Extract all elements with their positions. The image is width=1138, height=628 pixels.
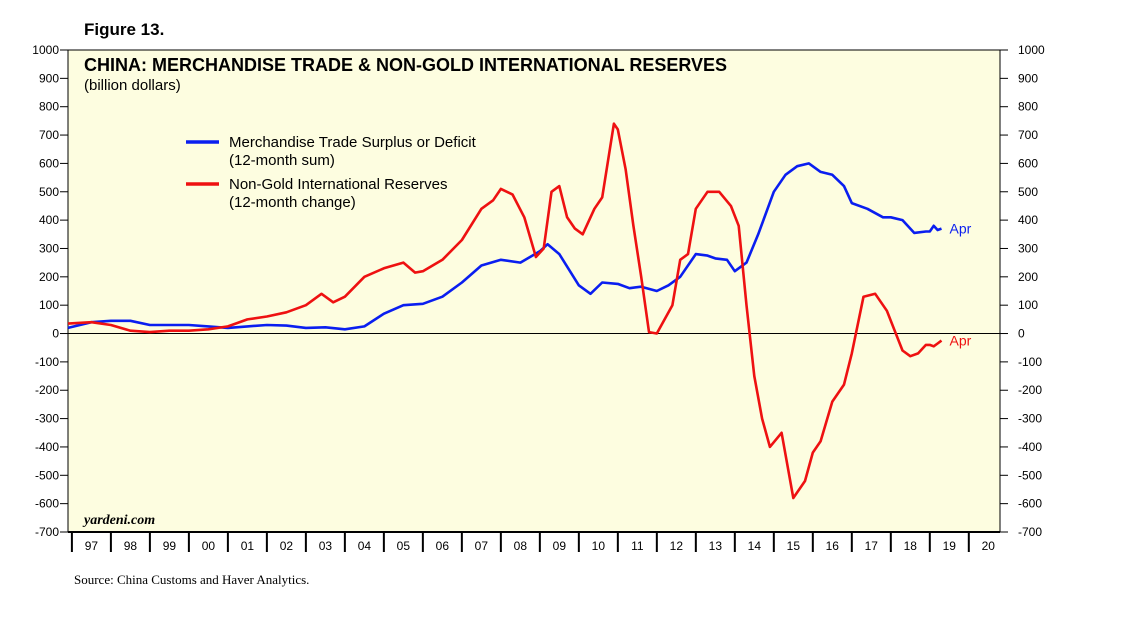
y-tick-label-right: 100 xyxy=(1018,298,1038,312)
x-tick-label: 14 xyxy=(748,539,762,553)
legend-sublabel: (12-month sum) xyxy=(229,152,335,169)
x-tick-label: 17 xyxy=(865,539,879,553)
series-line-trade xyxy=(67,162,942,331)
x-tick-label: 16 xyxy=(826,539,840,553)
y-tick-label-left: 0 xyxy=(52,327,59,341)
y-tick-label-right: -200 xyxy=(1018,383,1042,397)
y-tick-label-left: 1000 xyxy=(32,43,59,57)
y-tick-label-right: 400 xyxy=(1018,213,1038,227)
x-tick-label: 03 xyxy=(319,539,333,553)
x-tick-label: 97 xyxy=(85,539,99,553)
y-tick-label-right: -100 xyxy=(1018,355,1042,369)
x-tick-label: 05 xyxy=(397,539,411,553)
source-note: Source: China Customs and Haver Analytic… xyxy=(74,572,310,587)
y-tick-label-left: 700 xyxy=(39,128,59,142)
series-line-reserves xyxy=(67,122,943,500)
x-tick-label: 10 xyxy=(592,539,606,553)
x-tick-label: 06 xyxy=(436,539,450,553)
x-tick-label: 13 xyxy=(709,539,723,553)
y-tick-label-left: 600 xyxy=(39,156,59,170)
figure-label: Figure 13. xyxy=(84,20,165,39)
y-tick-label-right: 200 xyxy=(1018,270,1038,284)
end-label: Apr xyxy=(950,221,972,237)
y-tick-label-left: -700 xyxy=(35,525,59,539)
x-tick-label: 09 xyxy=(553,539,567,553)
y-tick-label-right: 0 xyxy=(1018,327,1025,341)
y-tick-label-left: 800 xyxy=(39,100,59,114)
y-tick-label-left: 100 xyxy=(39,298,59,312)
y-tick-label-right: 700 xyxy=(1018,128,1038,142)
end-label: Apr xyxy=(950,333,972,349)
x-tick-label: 12 xyxy=(670,539,684,553)
y-tick-label-right: 900 xyxy=(1018,71,1038,85)
y-tick-label-right: 500 xyxy=(1018,185,1038,199)
x-tick-label: 11 xyxy=(631,539,644,553)
legend-label: Merchandise Trade Surplus or Deficit xyxy=(229,134,477,151)
x-tick-label: 18 xyxy=(904,539,918,553)
y-tick-label-left: 900 xyxy=(39,71,59,85)
plot-area xyxy=(67,49,1001,533)
y-tick-label-right: 800 xyxy=(1018,100,1038,114)
y-tick-label-left: -300 xyxy=(35,412,59,426)
y-tick-label-right: -300 xyxy=(1018,412,1042,426)
legend-sublabel: (12-month change) xyxy=(229,194,356,211)
y-tick-label-left: 400 xyxy=(39,213,59,227)
y-tick-label-right: 300 xyxy=(1018,241,1038,255)
y-tick-label-left: -600 xyxy=(35,497,59,511)
y-tick-label-left: 200 xyxy=(39,270,59,284)
x-tick-label: 02 xyxy=(280,539,294,553)
x-tick-label: 04 xyxy=(358,539,372,553)
x-tick-label: 07 xyxy=(475,539,489,553)
y-tick-label-right: 600 xyxy=(1018,156,1038,170)
x-tick-label: 98 xyxy=(124,539,138,553)
y-tick-label-left: 500 xyxy=(39,185,59,199)
y-tick-label-left: -100 xyxy=(35,355,59,369)
y-tick-label-left: -400 xyxy=(35,440,59,454)
chart-title: CHINA: MERCHANDISE TRADE & NON-GOLD INTE… xyxy=(84,55,727,75)
x-tick-label: 08 xyxy=(514,539,528,553)
y-tick-label-left: -200 xyxy=(35,383,59,397)
y-tick-label-right: -500 xyxy=(1018,468,1042,482)
x-tick-label: 15 xyxy=(787,539,801,553)
y-tick-label-right: -600 xyxy=(1018,497,1042,511)
y-tick-label-left: -500 xyxy=(35,468,59,482)
chart-subtitle: (billion dollars) xyxy=(84,77,181,94)
x-tick-label: 19 xyxy=(943,539,957,553)
y-tick-label-right: -400 xyxy=(1018,440,1042,454)
x-tick-label: 99 xyxy=(163,539,177,553)
legend-label: Non-Gold International Reserves xyxy=(229,176,447,193)
y-tick-label-right: -700 xyxy=(1018,525,1042,539)
y-tick-label-left: 300 xyxy=(39,241,59,255)
watermark: yardeni.com xyxy=(82,513,155,528)
y-tick-label-right: 1000 xyxy=(1018,43,1045,57)
x-tick-label: 20 xyxy=(982,539,996,553)
x-tick-label: 00 xyxy=(202,539,216,553)
x-tick-label: 01 xyxy=(241,539,255,553)
